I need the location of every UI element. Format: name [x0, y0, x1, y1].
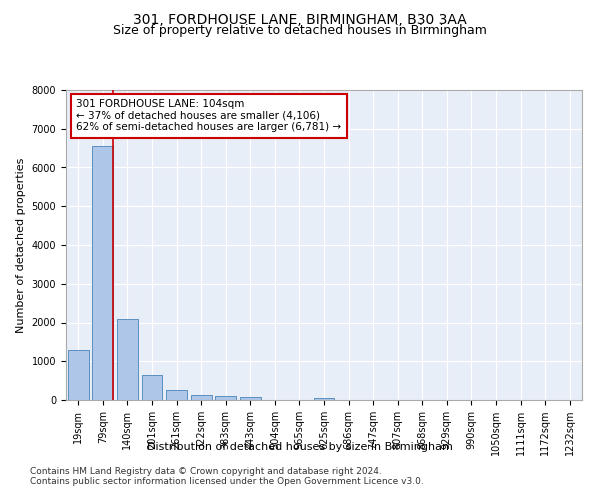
Bar [314, 398, 334, 400]
Bar [191, 395, 212, 400]
Bar [68, 350, 89, 400]
Text: Contains HM Land Registry data © Crown copyright and database right 2024.: Contains HM Land Registry data © Crown c… [30, 467, 382, 476]
Bar [240, 398, 261, 400]
Bar [117, 320, 138, 400]
Bar [92, 146, 113, 400]
Y-axis label: Number of detached properties: Number of detached properties [16, 158, 26, 332]
Bar [166, 390, 187, 400]
Text: 301 FORDHOUSE LANE: 104sqm
← 37% of detached houses are smaller (4,106)
62% of s: 301 FORDHOUSE LANE: 104sqm ← 37% of deta… [76, 100, 341, 132]
Text: Size of property relative to detached houses in Birmingham: Size of property relative to detached ho… [113, 24, 487, 37]
Bar [142, 375, 163, 400]
Text: Contains public sector information licensed under the Open Government Licence v3: Contains public sector information licen… [30, 477, 424, 486]
Text: Distribution of detached houses by size in Birmingham: Distribution of detached houses by size … [147, 442, 453, 452]
Bar [215, 396, 236, 400]
Text: 301, FORDHOUSE LANE, BIRMINGHAM, B30 3AA: 301, FORDHOUSE LANE, BIRMINGHAM, B30 3AA [133, 12, 467, 26]
